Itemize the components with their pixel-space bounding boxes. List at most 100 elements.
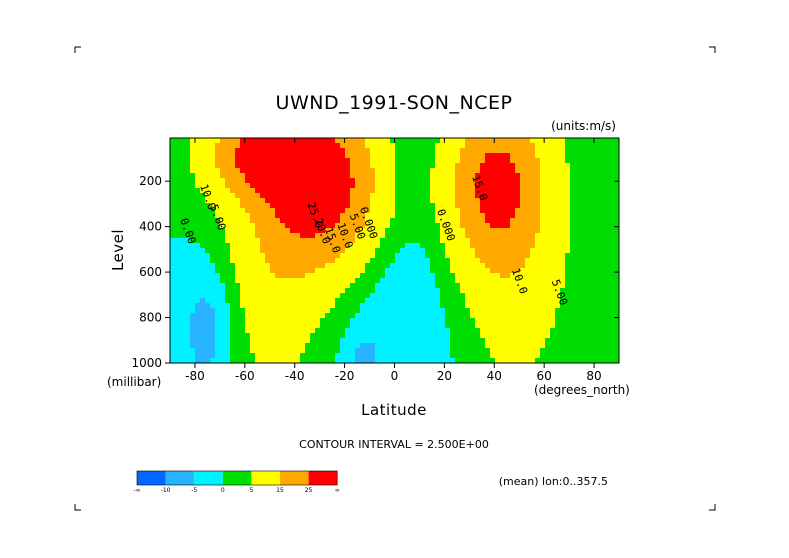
contour-cell	[375, 208, 381, 214]
contour-cell	[200, 233, 206, 239]
contour-cell	[415, 143, 421, 149]
contour-cell	[245, 248, 251, 254]
contour-cell	[275, 243, 281, 249]
contour-cell	[610, 288, 616, 294]
contour-cell	[550, 228, 556, 234]
contour-cell	[340, 333, 346, 339]
contour-cell	[280, 278, 286, 284]
contour-cell	[265, 283, 271, 289]
contour-cell	[510, 213, 516, 219]
contour-cell	[265, 228, 271, 234]
contour-cell	[345, 313, 351, 319]
contour-cell	[490, 153, 496, 159]
contour-cell	[260, 173, 266, 179]
contour-cell	[330, 323, 336, 329]
contour-cell	[360, 148, 366, 154]
contour-cell	[500, 318, 506, 324]
contour-cell	[190, 333, 196, 339]
contour-cell	[565, 168, 571, 174]
contour-cell	[205, 243, 211, 249]
contour-cell	[420, 228, 426, 234]
contour-cell	[195, 313, 201, 319]
contour-cell	[345, 178, 351, 184]
contour-cell	[295, 238, 301, 244]
contour-cell	[240, 203, 246, 209]
contour-cell	[320, 348, 326, 354]
contour-cell	[530, 233, 536, 239]
contour-cell	[520, 283, 526, 289]
contour-cell	[455, 258, 461, 264]
contour-cell	[315, 208, 321, 214]
contour-cell	[170, 248, 176, 254]
contour-cell	[380, 183, 386, 189]
contour-cell	[565, 253, 571, 259]
contour-cell	[320, 248, 326, 254]
contour-cell	[580, 153, 586, 159]
contour-cell	[385, 218, 391, 224]
contour-cell	[575, 173, 581, 179]
contour-cell	[325, 358, 331, 363]
contour-cell	[170, 293, 176, 299]
contour-cell	[585, 313, 591, 319]
contour-cell	[250, 233, 256, 239]
contour-cell	[565, 218, 571, 224]
contour-cell	[560, 258, 566, 264]
contour-cell	[420, 208, 426, 214]
contour-cell	[610, 188, 616, 194]
contour-cell	[205, 153, 211, 159]
contour-cell	[430, 138, 436, 144]
contour-cell	[195, 223, 201, 229]
contour-cell	[425, 223, 431, 229]
contour-cell	[510, 223, 516, 229]
contour-cell	[495, 343, 501, 349]
contour-cell	[605, 358, 611, 363]
contour-cell	[365, 153, 371, 159]
contour-cell	[425, 153, 431, 159]
contour-cell	[470, 153, 476, 159]
contour-cell	[550, 168, 556, 174]
contour-cell	[545, 248, 551, 254]
contour-cell	[525, 343, 531, 349]
contour-cell	[450, 188, 456, 194]
contour-cell	[565, 268, 571, 274]
contour-cell	[590, 173, 596, 179]
contour-cell	[375, 228, 381, 234]
contour-cell	[305, 318, 311, 324]
contour-cell	[375, 358, 381, 363]
contour-cell	[320, 358, 326, 363]
contour-cell	[540, 248, 546, 254]
contour-cell	[475, 353, 481, 359]
contour-cell	[335, 183, 341, 189]
contour-cell	[295, 243, 301, 249]
contour-cell	[465, 288, 471, 294]
contour-cell	[290, 348, 296, 354]
contour-cell	[475, 233, 481, 239]
contour-cell	[180, 193, 186, 199]
contour-cell	[465, 228, 471, 234]
contour-cell	[520, 208, 526, 214]
contour-cell	[270, 188, 276, 194]
contour-cell	[275, 358, 281, 363]
contour-cell	[315, 348, 321, 354]
contour-cell	[540, 148, 546, 154]
contour-cell	[275, 233, 281, 239]
contour-cell	[205, 253, 211, 259]
contour-cell	[270, 283, 276, 289]
contour-cell	[455, 183, 461, 189]
contour-cell	[235, 223, 241, 229]
contour-cell	[300, 243, 306, 249]
contour-cell	[485, 173, 491, 179]
contour-cell	[195, 268, 201, 274]
contour-cell	[235, 353, 241, 359]
contour-cell	[580, 193, 586, 199]
contour-cell	[570, 168, 576, 174]
contour-cell	[220, 288, 226, 294]
contour-cell	[570, 248, 576, 254]
contour-cell	[345, 173, 351, 179]
contour-cell	[400, 238, 406, 244]
contour-cell	[195, 178, 201, 184]
contour-cell	[535, 328, 541, 334]
contour-cell	[340, 258, 346, 264]
contour-cell	[575, 343, 581, 349]
contour-cell	[265, 233, 271, 239]
